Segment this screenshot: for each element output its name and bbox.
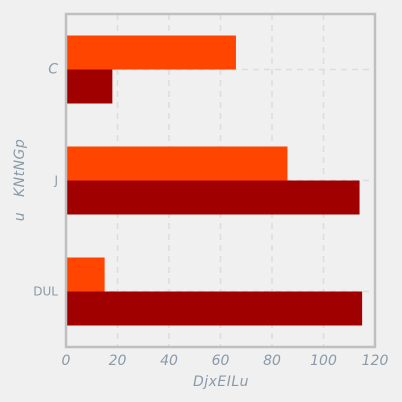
y-ticks: C J DUL — [33, 62, 58, 299]
bar-series-1-J — [66, 180, 360, 215]
bar-series-2-C — [66, 35, 236, 70]
y-tick-label: DUL — [33, 285, 58, 299]
x-tick-label: 120 — [362, 353, 389, 369]
bars — [66, 35, 363, 326]
y-axis-label: u KNtNGp — [12, 139, 28, 222]
bar-series-2-J — [66, 146, 288, 181]
x-tick-label: 40 — [160, 353, 178, 369]
x-ticks: 0 20 40 60 80 100 120 — [62, 353, 389, 369]
x-axis-label: DjxEILu — [193, 374, 249, 390]
bar-series-1-DUL — [66, 291, 363, 326]
plot-frame — [64, 12, 377, 349]
y-tick-label: J — [53, 174, 58, 188]
x-tick-label: 0 — [62, 353, 71, 369]
bar-series-2-DUL — [66, 257, 105, 292]
y-tick-label: C — [48, 62, 58, 78]
x-tick-label: 80 — [263, 353, 281, 369]
x-tick-label: 20 — [109, 353, 127, 369]
x-tick-label: 60 — [212, 353, 230, 369]
x-tick-label: 100 — [310, 353, 337, 369]
bar-series-1-C — [66, 69, 113, 104]
